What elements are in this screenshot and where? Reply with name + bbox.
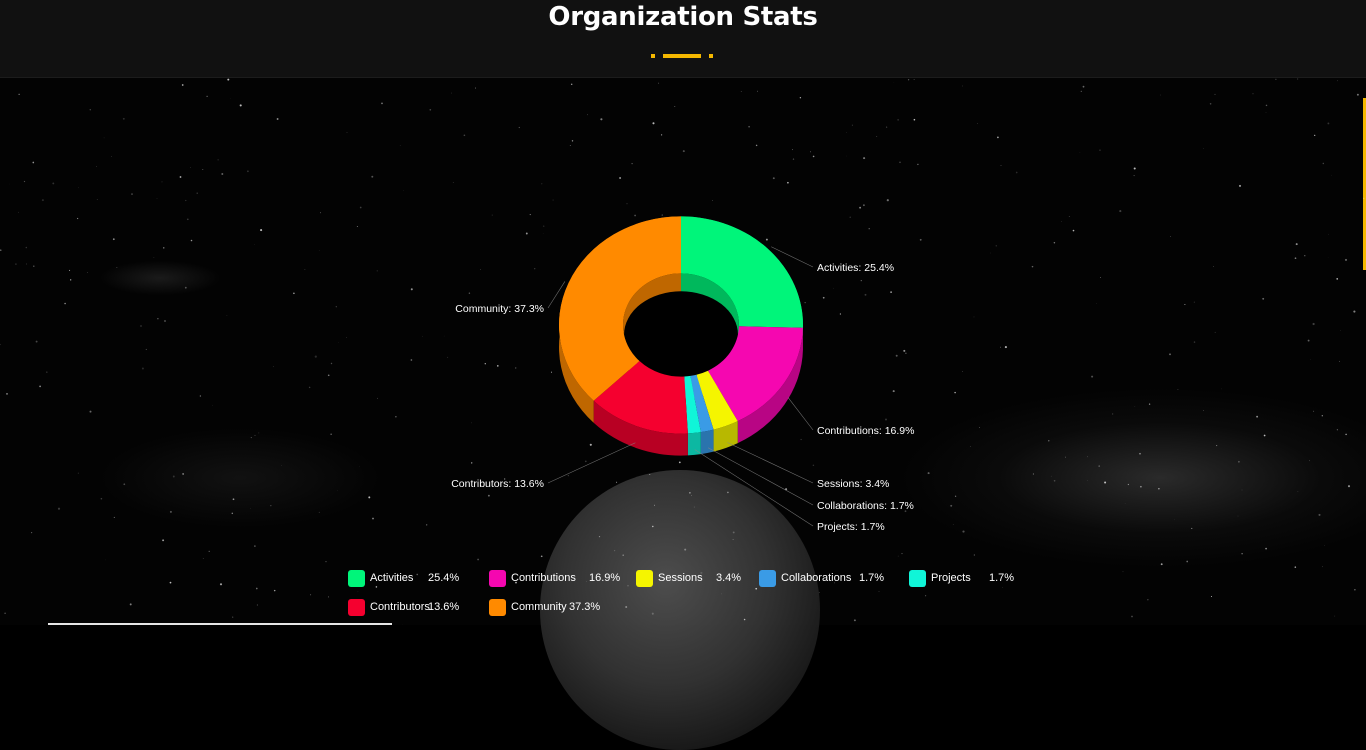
legend-label: Sessions xyxy=(658,572,716,584)
legend-label: Projects xyxy=(931,572,989,584)
leader-line-contributors xyxy=(548,443,635,483)
legend-swatch xyxy=(759,570,776,587)
label-sessions: Sessions: 3.4% xyxy=(817,478,889,490)
leader-line-projects xyxy=(695,450,813,526)
legend-label: Contributions xyxy=(511,572,589,584)
legend-value: 13.6% xyxy=(428,601,459,613)
label-contributions: Contributions: 16.9% xyxy=(817,425,914,437)
legend-label: Activities xyxy=(370,572,428,584)
legend-value: 3.4% xyxy=(716,572,741,584)
label-projects: Projects: 1.7% xyxy=(817,521,885,533)
legend-value: 1.7% xyxy=(859,572,884,584)
slice-side-projects xyxy=(688,432,701,455)
label-community: Community: 37.3% xyxy=(455,303,544,315)
legend-swatch xyxy=(489,599,506,616)
legend-swatch xyxy=(909,570,926,587)
legend-swatch xyxy=(636,570,653,587)
legend-label: Contributors xyxy=(370,601,428,613)
legend-value: 16.9% xyxy=(589,572,620,584)
donut-chart: Activities: 25.4% Contributions: 16.9% Ses… xyxy=(0,0,1366,625)
label-collaborations: Collaborations: 1.7% xyxy=(817,500,914,512)
legend-value: 25.4% xyxy=(428,572,459,584)
legend-value: 37.3% xyxy=(569,601,600,613)
legend-label: Collaborations xyxy=(781,572,859,584)
leader-line-collaborations xyxy=(708,448,813,505)
legend-value: 1.7% xyxy=(989,572,1014,584)
legend-swatch xyxy=(489,570,506,587)
label-activities: Activities: 25.4% xyxy=(817,262,894,274)
legend-swatch xyxy=(348,599,365,616)
leader-line-sessions xyxy=(727,442,813,483)
slice-side-collaborations xyxy=(701,430,714,454)
legend-label: Community xyxy=(511,601,569,613)
leader-line-contributions xyxy=(788,397,813,430)
legend-swatch xyxy=(348,570,365,587)
label-contributors: Contributors: 13.6% xyxy=(451,478,544,490)
